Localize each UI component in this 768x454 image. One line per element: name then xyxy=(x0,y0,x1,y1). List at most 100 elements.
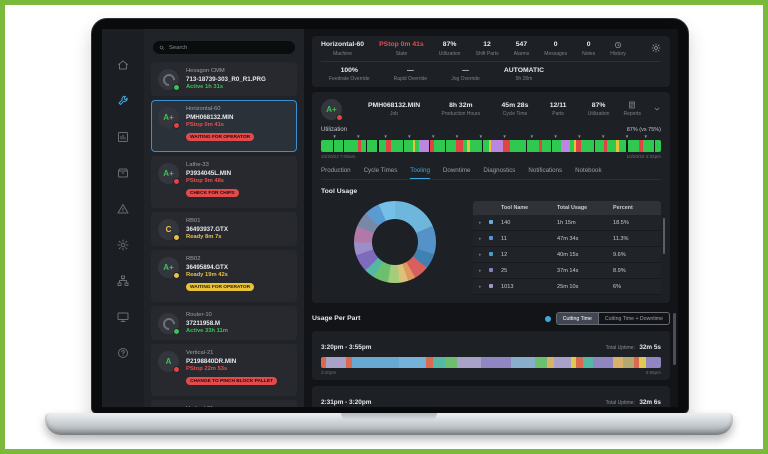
timeline-segment xyxy=(525,140,527,152)
timeline-segment xyxy=(638,140,643,152)
timeline-segment xyxy=(489,140,492,152)
tab-notebook[interactable]: Notebook xyxy=(575,167,602,174)
machine-avatar: A+ xyxy=(158,107,180,129)
bar-segment xyxy=(346,357,352,368)
timeline-marker-icon: ▼ xyxy=(356,134,361,139)
timeline-segment xyxy=(402,140,405,152)
machine-list-item[interactable]: C RB01 36493937.GTX Ready 8m 7s xyxy=(151,212,297,246)
chevron-down-icon xyxy=(653,105,661,113)
machine-list-item[interactable]: A+ Vertical-61 P07214862.MIN Ready 2m 10… xyxy=(151,400,297,407)
tool-usage-donut-chart[interactable] xyxy=(354,201,436,283)
tool-usage: 1h 15m xyxy=(557,219,576,226)
timeline-start: 10/20/22 7:00am xyxy=(321,154,356,159)
tool-color-swatch xyxy=(489,219,493,224)
sidebar-item-sitemap[interactable] xyxy=(117,275,129,287)
machine-list-item[interactable]: A Vertical-21 P2198840DR.MIN PStop 22m 5… xyxy=(151,344,297,396)
sidebar-item-chart[interactable] xyxy=(117,131,129,143)
tool-name: 1013 xyxy=(501,283,514,290)
usage-per-part-title: Usage Per Part xyxy=(312,315,361,322)
row-expand-icon[interactable]: ▸ xyxy=(479,219,482,226)
tab-cycle-times[interactable]: Cycle Times xyxy=(363,167,398,174)
stat-label: Feedrate Override xyxy=(329,76,370,82)
laptop-notch xyxy=(341,413,437,420)
timeline-segment xyxy=(615,140,619,152)
stat-value: PStop 0m 41s xyxy=(379,41,424,48)
timeline-segment xyxy=(627,140,639,152)
table-row[interactable]: ▸ 12 40m 15s 9.6% xyxy=(473,247,661,263)
bar-segment xyxy=(592,357,614,368)
row-expand-icon[interactable]: ▸ xyxy=(479,235,482,242)
machine-grade: A+ xyxy=(163,263,174,272)
status-dot xyxy=(172,233,180,241)
tab-production[interactable]: Production xyxy=(321,167,351,174)
sidebar-item-wrench[interactable] xyxy=(117,95,129,107)
tool-percent: 8.9% xyxy=(613,267,626,274)
stat: 100% Feedrate Override xyxy=(329,66,370,83)
search-input[interactable]: Search xyxy=(153,41,295,54)
bar-segment xyxy=(426,357,434,368)
timeline-segment xyxy=(419,140,429,152)
stat[interactable]: History xyxy=(610,40,626,57)
tab-tooling[interactable]: Tooling xyxy=(410,167,430,179)
machine-alert-badge: CHECK FOR CHIPS xyxy=(186,189,239,197)
table-scrollbar[interactable] xyxy=(662,218,665,254)
machine-list-item[interactable]: A+ Lathe-33 P3934045L.MIN PStop 9m 48s C… xyxy=(151,156,297,208)
machine-list-item[interactable]: Hexagon CMM 713-18739-303_R0_R1.PRG Acti… xyxy=(151,62,297,96)
row-expand-icon[interactable]: ▸ xyxy=(479,251,482,258)
timeline-segment xyxy=(467,140,470,152)
stat-value: 12/11 xyxy=(549,101,567,109)
timeline-segment xyxy=(552,140,561,152)
sidebar-item-monitor[interactable] xyxy=(117,311,129,323)
stat-label: State xyxy=(395,50,408,57)
machine-alert-badge: WAITING FOR OPERATOR xyxy=(186,283,255,291)
sidebar-item-alert[interactable] xyxy=(117,203,129,215)
toggle-cutting-time[interactable]: Cutting Time xyxy=(556,313,598,324)
main-content: Horizontal-60 Machine PStop 0m 41s State… xyxy=(304,29,678,407)
sidebar-item-archive[interactable] xyxy=(117,167,129,179)
row-expand-icon[interactable]: ▸ xyxy=(479,267,482,274)
utilization-timeline[interactable] xyxy=(321,140,661,152)
stat-value: 87% xyxy=(591,101,606,109)
table-row[interactable]: ▸ 1013 25m 10s 6% xyxy=(473,279,661,295)
machine-name: Vertical-61 xyxy=(186,406,284,407)
status-dot xyxy=(335,113,343,121)
tab-notifications[interactable]: Notifications xyxy=(528,167,563,174)
info-icon[interactable] xyxy=(544,315,551,322)
timeline-marker-icon: ▼ xyxy=(577,134,582,139)
table-row[interactable]: ▸ 140 1h 15m 18.5% xyxy=(473,215,661,231)
timeline-segment xyxy=(655,140,661,152)
stat-value: AUTOMATIC xyxy=(503,66,544,74)
stat-label: 5h 28m xyxy=(515,76,533,82)
stat-label: Shift Parts xyxy=(475,50,499,57)
machine-list-item[interactable]: Router-10 37211958.M Active 33h 11m xyxy=(151,306,297,340)
machine-list-item[interactable]: A+ Horizontal-60 PMH068132.MIN PStop 0m … xyxy=(151,100,297,152)
bar-segment xyxy=(399,357,427,368)
timeline-segment xyxy=(576,140,581,152)
table-row[interactable]: ▸ 11 47m 34s 11.3% xyxy=(473,231,661,247)
part-usage-bar[interactable] xyxy=(321,357,661,368)
machine-list-item[interactable]: A+ RB02 36495894.GTX Ready 19m 42s WAITI… xyxy=(151,250,297,302)
machine-job: 36493937.GTX xyxy=(186,225,228,233)
stat-value: Horizontal-60 xyxy=(321,41,365,48)
timeline-marker-icon: ▼ xyxy=(454,134,460,139)
sidebar-item-help[interactable] xyxy=(117,347,129,359)
main-scrollbar[interactable] xyxy=(673,313,676,365)
sidebar-item-home[interactable] xyxy=(117,59,129,71)
tab-downtime[interactable]: Downtime xyxy=(442,167,471,174)
divider xyxy=(321,60,661,62)
toggle-cutting-time-downtime[interactable]: Cutting Time + Downtime xyxy=(597,313,669,324)
table-row[interactable]: ▸ 25 37m 14s 8.9% xyxy=(473,263,661,279)
row-expand-icon[interactable]: ▸ xyxy=(479,283,482,290)
machine-avatar xyxy=(158,313,180,335)
settings-gear-icon[interactable] xyxy=(651,43,661,53)
machine-list-panel: Search Hexagon CMM 713-18739-303_R0_R1.P… xyxy=(144,29,304,407)
sidebar-item-gear[interactable] xyxy=(117,239,129,251)
machine-job: P2198840DR.MIN xyxy=(186,357,237,365)
tab-diagnostics[interactable]: Diagnostics xyxy=(483,167,516,174)
timeline-segment xyxy=(541,140,551,152)
timeline-segment xyxy=(433,140,445,152)
collapse-button[interactable] xyxy=(653,105,661,113)
machine-job: 37211958.M xyxy=(186,319,221,327)
reports-button[interactable]: Reports xyxy=(623,101,641,117)
machine-avatar: A+ xyxy=(158,163,180,185)
